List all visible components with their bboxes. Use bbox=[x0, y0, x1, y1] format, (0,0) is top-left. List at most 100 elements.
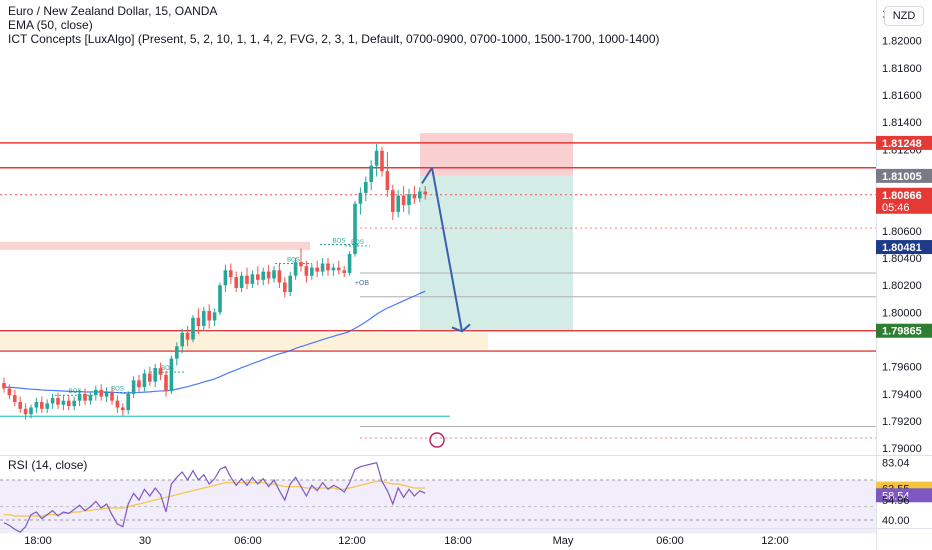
candle-body bbox=[23, 408, 28, 415]
time-tick-label: 06:00 bbox=[656, 535, 684, 547]
price-label-badge bbox=[876, 323, 932, 338]
candle-body bbox=[180, 332, 184, 347]
bos-label: BOS bbox=[287, 257, 300, 263]
rsi-value-label: 58.54 bbox=[882, 490, 910, 502]
symbol-title: Euro / New Zealand Dollar, 15, OANDA bbox=[8, 4, 218, 18]
candle-body bbox=[207, 311, 211, 321]
candle-body bbox=[88, 395, 93, 401]
projection-line-down bbox=[431, 167, 463, 332]
price-label-text: 1.80866 bbox=[882, 190, 922, 202]
take-profit-zone bbox=[420, 175, 573, 331]
candle-body bbox=[18, 402, 22, 409]
candle-body bbox=[320, 263, 325, 272]
price-tick-label: 1.79200 bbox=[882, 416, 922, 428]
candle-body bbox=[234, 277, 238, 288]
price-label-badge bbox=[876, 168, 932, 183]
bearish-zone bbox=[0, 241, 310, 250]
candle-body bbox=[164, 374, 168, 392]
price-label-badge bbox=[876, 135, 932, 150]
rsi-tick-label: 40.00 bbox=[882, 515, 910, 527]
candle-body bbox=[115, 400, 120, 408]
candle-body bbox=[326, 263, 330, 271]
candle-body bbox=[131, 380, 136, 394]
stop-loss-zone bbox=[420, 133, 573, 176]
candle-body bbox=[229, 270, 233, 278]
rsi-tick-label: 83.04 bbox=[882, 458, 910, 470]
candle-body bbox=[56, 397, 60, 405]
ema-line bbox=[3, 290, 426, 394]
candle-body bbox=[202, 311, 206, 326]
candle-body bbox=[137, 380, 141, 388]
candle-body bbox=[175, 346, 179, 359]
candle-body bbox=[218, 285, 222, 313]
candle-body bbox=[158, 368, 163, 375]
bos-label: BOS bbox=[333, 238, 346, 244]
rsi-ma-line bbox=[4, 480, 426, 517]
candle-body bbox=[2, 383, 6, 389]
candle-body bbox=[256, 274, 260, 280]
candle-body bbox=[223, 270, 228, 286]
rsi-line bbox=[3, 461, 426, 533]
time-tick-label: 30 bbox=[139, 535, 151, 547]
candle-body bbox=[272, 270, 276, 279]
candle-body bbox=[40, 402, 44, 409]
price-label-badge bbox=[876, 187, 932, 214]
price-tick-label: 1.81800 bbox=[882, 63, 922, 75]
rsi-value-badge bbox=[876, 488, 932, 503]
candle-body bbox=[380, 150, 384, 172]
candle-body bbox=[191, 317, 195, 340]
ema-legend: EMA (50, close) bbox=[8, 18, 93, 32]
price-tick-label: 1.81400 bbox=[882, 117, 922, 129]
price-tick-label: 1.79600 bbox=[882, 362, 922, 374]
price-tick-label: 1.80600 bbox=[882, 226, 922, 238]
time-tick-label: 12:00 bbox=[761, 535, 789, 547]
price-label-text: 1.80481 bbox=[882, 242, 922, 254]
candle-body bbox=[45, 403, 49, 409]
candle-body bbox=[29, 407, 33, 415]
candle-body bbox=[423, 191, 427, 195]
candle-body bbox=[104, 392, 109, 397]
candle-body bbox=[266, 271, 271, 279]
candle-body bbox=[299, 262, 303, 267]
candle-body bbox=[353, 203, 357, 254]
candle-body bbox=[347, 253, 352, 273]
candle-body bbox=[67, 400, 71, 407]
rsi-tick-label: 54.96 bbox=[882, 495, 910, 507]
projection-arrowhead bbox=[451, 323, 471, 333]
candle-body bbox=[142, 373, 147, 388]
time-tick-label: May bbox=[553, 535, 574, 547]
price-label-text: 1.81248 bbox=[882, 138, 922, 150]
candle-body bbox=[310, 267, 314, 276]
candle-body bbox=[261, 271, 265, 280]
candle-body bbox=[418, 191, 422, 199]
time-tick-label: 18:00 bbox=[444, 535, 472, 547]
candle-body bbox=[212, 312, 217, 321]
rsi-legend: RSI (14, close) bbox=[8, 458, 88, 472]
candle-body bbox=[72, 400, 76, 407]
candle-body bbox=[99, 389, 103, 397]
bos-label: BOS bbox=[161, 366, 174, 372]
price-tick-label: 1.80400 bbox=[882, 253, 922, 265]
candle-body bbox=[277, 270, 282, 283]
candle-body bbox=[50, 397, 55, 404]
candle-body bbox=[77, 393, 82, 401]
projection-line-up bbox=[421, 167, 433, 184]
candle-body bbox=[239, 275, 244, 288]
currency-button[interactable]: NZD bbox=[884, 6, 924, 26]
candle-body bbox=[283, 282, 287, 293]
price-label-text: 1.79865 bbox=[882, 326, 922, 338]
candle-body bbox=[13, 395, 17, 403]
demand-zone bbox=[0, 332, 488, 350]
candle-body bbox=[185, 332, 190, 340]
candle-body bbox=[121, 407, 125, 411]
replay-icon bbox=[429, 432, 445, 448]
candle-body bbox=[153, 368, 157, 382]
price-tick-label: 1.82000 bbox=[882, 36, 922, 48]
candle-body bbox=[293, 262, 298, 276]
candle-body bbox=[94, 389, 98, 396]
price-tick-label: 1.80200 bbox=[882, 280, 922, 292]
candle-body bbox=[396, 195, 400, 212]
candle-body bbox=[401, 195, 406, 206]
candle-body bbox=[331, 267, 336, 271]
